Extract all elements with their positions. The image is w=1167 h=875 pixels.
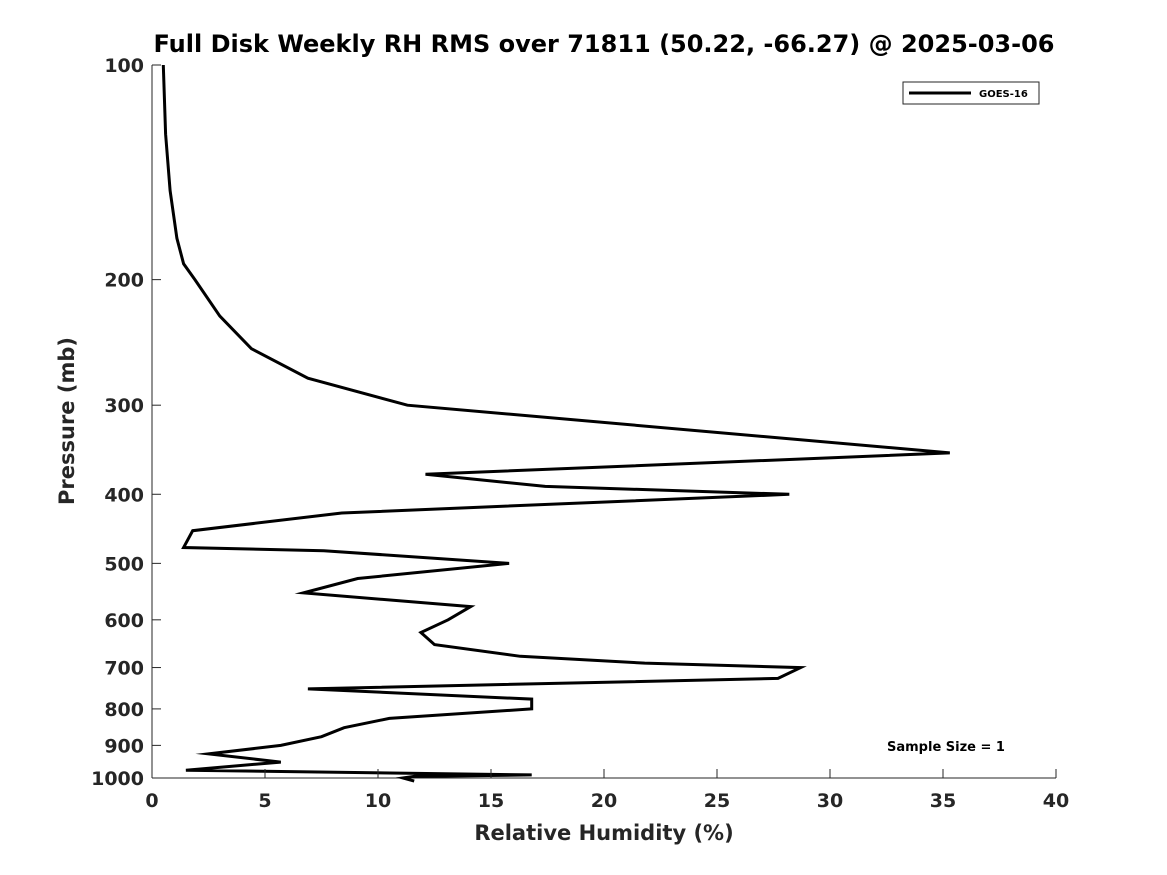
legend-label: GOES-16 — [979, 89, 1028, 100]
x-tick-label: 5 — [258, 790, 271, 812]
x-tick-label: 25 — [704, 790, 730, 812]
y-tick-label: 700 — [104, 658, 144, 680]
x-tick-label: 40 — [1043, 790, 1069, 812]
x-tick-label: 30 — [817, 790, 843, 812]
x-axis: 0 5 10 15 20 25 30 35 40 — [145, 769, 1069, 812]
x-tick-label: 15 — [478, 790, 504, 812]
y-tick-label: 600 — [104, 610, 144, 632]
x-tick-label: 0 — [145, 790, 158, 812]
x-tick-label: 35 — [930, 790, 956, 812]
legend: GOES-16 — [902, 81, 1040, 105]
x-tick-label: 20 — [591, 790, 617, 812]
y-tick-label: 300 — [104, 395, 144, 417]
x-tick-label: 10 — [365, 790, 391, 812]
y-axis-label: Pressure (mb) — [55, 337, 79, 505]
y-tick-label: 400 — [104, 484, 144, 506]
y-tick-label: 900 — [104, 735, 144, 757]
y-tick-label: 200 — [104, 270, 144, 292]
y-tick-label: 100 — [104, 55, 144, 77]
y-tick-label: 1000 — [91, 768, 144, 790]
y-tick-label: 800 — [104, 699, 144, 721]
series-line-0 — [161, 64, 950, 783]
sample-size-note: Sample Size = 1 — [887, 740, 1005, 755]
x-axis-label: Relative Humidity (%) — [474, 821, 733, 845]
y-axis: 100 200 300 400 500 600 700 800 900 1000 — [91, 55, 161, 790]
chart-title: Full Disk Weekly RH RMS over 71811 (50.2… — [153, 30, 1054, 58]
y-tick-label: 500 — [104, 553, 144, 575]
plot-area — [151, 64, 1056, 783]
